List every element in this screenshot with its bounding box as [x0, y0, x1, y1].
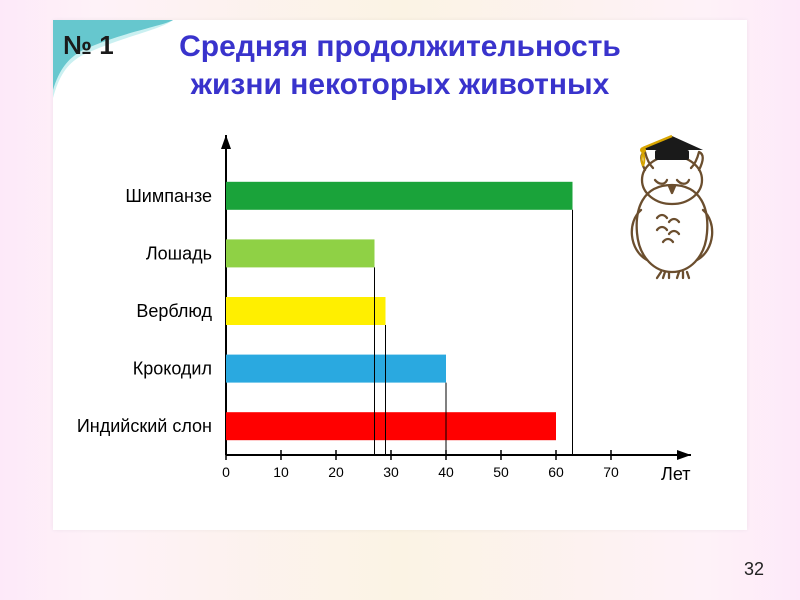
- title-line-1: Средняя продолжительность: [179, 30, 621, 63]
- bars-group: [226, 182, 573, 440]
- x-axis-title: Лет: [661, 464, 690, 484]
- x-tick-label: 30: [383, 464, 399, 480]
- bar: [226, 355, 446, 383]
- x-tick-label: 50: [493, 464, 509, 480]
- bar: [226, 239, 375, 267]
- x-tick-label: 0: [222, 464, 230, 480]
- bar: [226, 297, 386, 325]
- x-tick-label: 20: [328, 464, 344, 480]
- title-line-2: жизни некоторых животных: [191, 68, 610, 101]
- y-axis-arrow-icon: [221, 135, 231, 149]
- lifespan-bar-chart: 0 10 20 30 40 50 60 70 Шимпанзе Лошадь Верблюд Кро…: [71, 135, 711, 510]
- category-label: Шимпанзе: [125, 186, 212, 206]
- x-tick-label: 40: [438, 464, 454, 480]
- chart-title: Средняя продолжительность жизни некоторы…: [53, 28, 747, 103]
- bar: [226, 412, 556, 440]
- x-tick-label: 70: [603, 464, 619, 480]
- x-tick-label: 10: [273, 464, 289, 480]
- x-axis-arrow-icon: [677, 450, 691, 460]
- bar: [226, 182, 573, 210]
- category-label: Индийский слон: [77, 416, 212, 436]
- category-labels-group: Шимпанзе Лошадь Верблюд Крокодил Индийский с…: [77, 186, 213, 436]
- slide-stage: № 1 Средняя продолжительность жизни неко…: [0, 0, 800, 600]
- x-tick-label: 60: [548, 464, 564, 480]
- page-number: 32: [744, 559, 764, 580]
- content-panel: № 1 Средняя продолжительность жизни неко…: [53, 20, 747, 530]
- category-label: Крокодил: [133, 359, 212, 379]
- category-label: Лошадь: [146, 243, 212, 263]
- category-label: Верблюд: [136, 301, 212, 321]
